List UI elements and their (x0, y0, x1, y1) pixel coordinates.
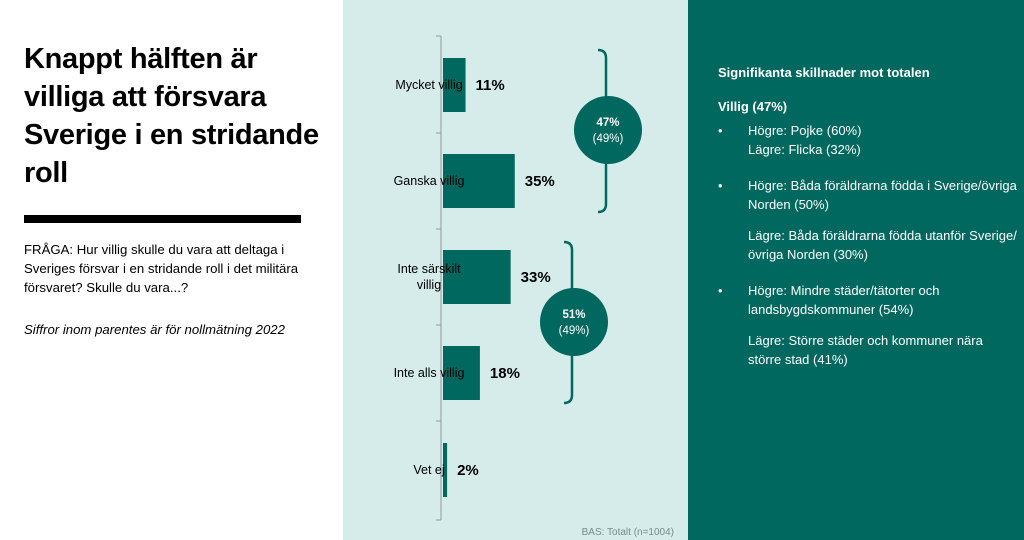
group-total-label: 47% (596, 117, 619, 129)
category-label: Vet ej (413, 463, 444, 477)
category-label: villig (417, 278, 441, 292)
bar-inte-särskilt-villig (443, 250, 511, 304)
bar-vet-ej (443, 443, 448, 497)
category-label: Mycket villig (395, 78, 462, 92)
differences-heading: Signifikanta skillnader mot totalen (718, 65, 930, 80)
chart-panel: 11% Mycket villig 35% Ganska villig 33% Inte … (343, 0, 688, 540)
list-item-line: Lägre: Flicka (32%) (748, 142, 861, 157)
bar-ganska-villig (443, 154, 515, 208)
group-previous-label: (49%) (593, 133, 624, 145)
category-label: Ganska villig (394, 174, 465, 188)
differences-subheading: Villig (47%) (718, 99, 788, 114)
differences-panel: Signifikanta skillnader mot totalen Vill… (688, 0, 1024, 540)
title-divider (24, 215, 301, 223)
data-label: 35% (525, 173, 555, 190)
data-label: 33% (521, 269, 551, 286)
parentheses-note: Siffror inom parentes är för nollmätning… (24, 322, 285, 337)
group-previous-label: (49%) (559, 325, 590, 337)
bullet-icon: • (718, 178, 723, 193)
list-item: • Högre: Mindre städer/tätorter och land… (718, 281, 1018, 369)
list-item-line: Högre: Pojke (60%) (748, 123, 862, 138)
list-item-line: Högre: Mindre städer/tätorter och landsb… (748, 283, 940, 317)
bar-chart: 11% Mycket villig 35% Ganska villig 33% Inte … (394, 35, 642, 521)
page-title: Knappt hälften är villiga att försvara S… (24, 43, 319, 189)
group-total-label: 51% (562, 309, 585, 321)
base-note: BAS: Totalt (n=1004) (581, 527, 674, 538)
bar-mycket-villig (443, 58, 466, 112)
category-label: Inte särskilt (397, 262, 461, 276)
survey-question: FRÅGA: Hur villig skulle du vara att del… (24, 242, 299, 295)
bar-inte-alls-villig (443, 346, 480, 400)
list-item: • Högre: Båda föräldrarna födda i Sverig… (718, 176, 1018, 264)
differences-list: • Högre: Pojke (60%) Lägre: Flicka (32%)… (718, 121, 1018, 369)
group-bubble (574, 96, 642, 164)
list-item: • Högre: Pojke (60%) Lägre: Flicka (32%) (718, 121, 1018, 159)
list-item-line: Högre: Båda föräldrarna födda i Sverige/… (748, 178, 1017, 212)
bullet-icon: • (718, 123, 723, 138)
category-label: Inte alls villig (394, 366, 465, 380)
left-panel: Knappt hälften är villiga att försvara S… (0, 0, 343, 540)
bullet-icon: • (718, 283, 723, 298)
data-label: 11% (476, 77, 505, 94)
data-label: 18% (490, 365, 520, 382)
list-item-extra: Lägre: Större städer och kommuner nära s… (748, 333, 983, 367)
list-item-extra: Lägre: Båda föräldrarna födda utanför Sv… (748, 228, 1017, 262)
group-bubble (540, 288, 608, 356)
data-label: 2% (457, 462, 479, 479)
